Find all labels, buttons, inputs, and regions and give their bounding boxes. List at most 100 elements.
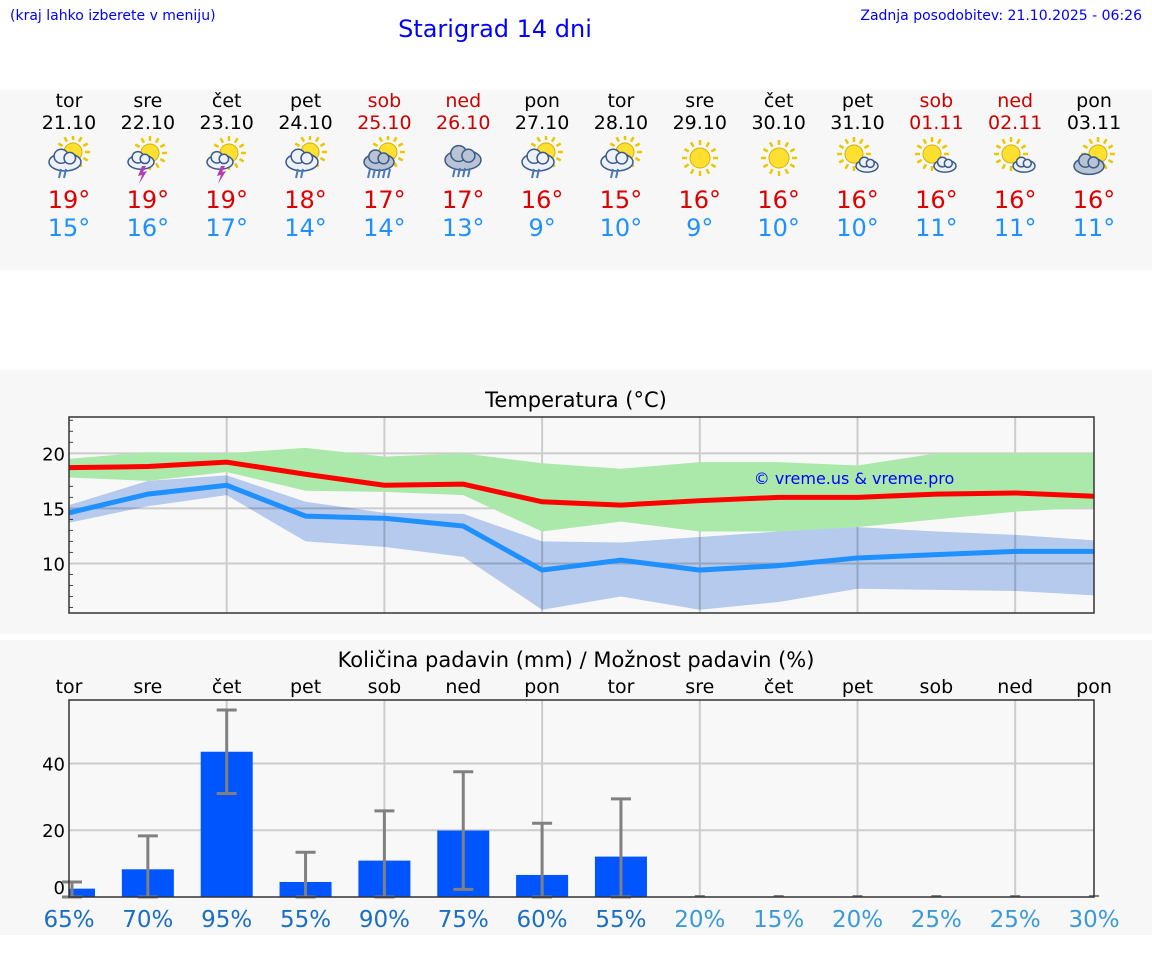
precip-probability: 20% bbox=[674, 907, 725, 933]
day-date: 23.10 bbox=[199, 112, 254, 134]
max-temp: 19° bbox=[205, 186, 248, 214]
sun-cloud-rain-icon bbox=[581, 136, 660, 184]
day-forecast: tor 21.10 19° 15° bbox=[30, 90, 109, 242]
day-name: pet bbox=[841, 90, 874, 112]
precip-probability: 55% bbox=[280, 907, 331, 933]
max-temp: 17° bbox=[363, 186, 406, 214]
day-name: pet bbox=[289, 90, 322, 112]
max-temp: 18° bbox=[284, 186, 327, 214]
max-temp: 15° bbox=[599, 186, 643, 214]
sun-small-cloud-icon bbox=[897, 136, 976, 184]
x-day-label: sre bbox=[133, 676, 162, 698]
min-temp: 11° bbox=[1072, 214, 1116, 242]
y-tick-label: 20 bbox=[42, 821, 65, 842]
precip-bar bbox=[69, 888, 95, 897]
sun-small-cloud-icon bbox=[818, 136, 897, 184]
last-updated: Zadnja posodobitev: 21.10.2025 - 06:26 bbox=[860, 8, 1142, 24]
min-temp: 16° bbox=[126, 214, 170, 242]
day-date: 30.10 bbox=[751, 112, 806, 134]
plot-frame bbox=[68, 699, 1095, 898]
day-name: tor bbox=[607, 90, 635, 112]
x-day-label: sob bbox=[368, 676, 402, 698]
day-forecast: pet 31.10 16° 10° bbox=[818, 90, 897, 242]
sun-cloud-rain-icon bbox=[30, 136, 109, 184]
day-date: 25.10 bbox=[357, 112, 412, 134]
day-name: sre bbox=[685, 90, 715, 112]
x-day-label: pet bbox=[842, 676, 873, 698]
day-name: sre bbox=[133, 90, 163, 112]
precip-probability: 15% bbox=[753, 907, 804, 933]
day-name: sob bbox=[367, 90, 402, 112]
precip-probability: 75% bbox=[438, 907, 489, 933]
day-date: 24.10 bbox=[278, 112, 333, 134]
x-day-label: ned bbox=[997, 676, 1033, 698]
precipitation-chart: tor sre čet pet sob ned pon tor sre čet pet sob ned p… bbox=[42, 676, 1120, 933]
min-temp: 10° bbox=[836, 214, 879, 242]
y-tick-label: 10 bbox=[42, 554, 65, 575]
precip-probability: 55% bbox=[595, 907, 646, 933]
y-tick-label: 15 bbox=[42, 499, 65, 520]
min-temp: 14° bbox=[284, 214, 327, 242]
precip-probability: 70% bbox=[122, 907, 173, 933]
max-temp: 16° bbox=[678, 186, 722, 214]
day-name: tor bbox=[55, 90, 83, 112]
day-date: 21.10 bbox=[41, 112, 97, 134]
day-forecast: ned 02.11 16° 11° bbox=[976, 90, 1055, 242]
min-temp: 14° bbox=[363, 214, 406, 242]
day-date: 27.10 bbox=[514, 112, 570, 134]
day-forecast: pet 24.10 18° 14° bbox=[266, 90, 345, 242]
day-name: ned bbox=[445, 90, 482, 112]
x-day-label: pon bbox=[1076, 676, 1112, 698]
day-name: pon bbox=[524, 90, 560, 112]
min-temp: 9° bbox=[528, 214, 556, 242]
precipitation-chart-title: Količina padavin (mm) / Možnost padavin … bbox=[337, 648, 815, 672]
min-temp: 10° bbox=[599, 214, 643, 242]
min-temp: 13° bbox=[441, 214, 485, 242]
min-range-band bbox=[69, 475, 1095, 610]
x-day-label: pet bbox=[290, 676, 321, 698]
y-tick-label: 20 bbox=[42, 444, 65, 465]
sun-icon bbox=[739, 136, 818, 184]
day-date: 02.11 bbox=[987, 112, 1043, 134]
day-forecast: sob 25.10 17° 14° bbox=[345, 90, 424, 242]
day-date: 28.10 bbox=[593, 112, 649, 134]
sun-thunder-icon bbox=[108, 136, 187, 184]
max-temp: 16° bbox=[993, 186, 1037, 214]
min-temp: 11° bbox=[993, 214, 1037, 242]
day-date: 22.10 bbox=[120, 112, 176, 134]
sun-cloud-rain-icon bbox=[266, 136, 345, 184]
sun-thunder-icon bbox=[187, 136, 266, 184]
y-tick-label: 0 bbox=[54, 878, 65, 899]
min-temp: 17° bbox=[205, 214, 248, 242]
precip-probability: 60% bbox=[517, 907, 568, 933]
max-temp: 19° bbox=[47, 186, 91, 214]
day-name: čet bbox=[211, 90, 242, 112]
day-date: 03.11 bbox=[1066, 112, 1122, 134]
day-name: ned bbox=[997, 90, 1034, 112]
day-forecast: čet 23.10 19° 17° bbox=[187, 90, 266, 242]
x-day-label: pon bbox=[524, 676, 560, 698]
sun-cloud-rain-icon bbox=[503, 136, 582, 184]
min-temp: 15° bbox=[47, 214, 91, 242]
max-temp: 16° bbox=[757, 186, 800, 214]
precip-probability: 90% bbox=[359, 907, 410, 933]
daily-forecast-strip: tor 21.10 19° 15° sre 22.10 19° 16° čet 23.10 19° 1… bbox=[0, 90, 1152, 270]
max-temp: 16° bbox=[520, 186, 564, 214]
x-day-label: čet bbox=[212, 676, 242, 698]
temperature-chart: 10 15 20 © vreme.us & vreme.pro bbox=[42, 416, 1095, 614]
max-range-band bbox=[69, 447, 1095, 532]
watermark: © vreme.us & vreme.pro bbox=[754, 469, 955, 488]
precip-probability: 65% bbox=[43, 907, 94, 933]
page-title: Starigrad 14 dni bbox=[398, 15, 592, 43]
max-temp-line bbox=[68, 459, 1095, 508]
min-temp: 11° bbox=[915, 214, 958, 242]
precip-probability: 95% bbox=[201, 907, 252, 933]
sun-small-cloud-icon bbox=[976, 136, 1055, 184]
day-forecast: pon 03.11 16° 11° bbox=[1055, 90, 1134, 242]
day-name: čet bbox=[763, 90, 794, 112]
y-tick-label: 40 bbox=[42, 754, 65, 775]
day-forecast: sre 29.10 16° 9° bbox=[660, 90, 739, 242]
sun-cloud-icon bbox=[1055, 136, 1134, 184]
day-forecast: pon 27.10 16° 9° bbox=[503, 90, 582, 242]
day-date: 31.10 bbox=[830, 112, 885, 134]
